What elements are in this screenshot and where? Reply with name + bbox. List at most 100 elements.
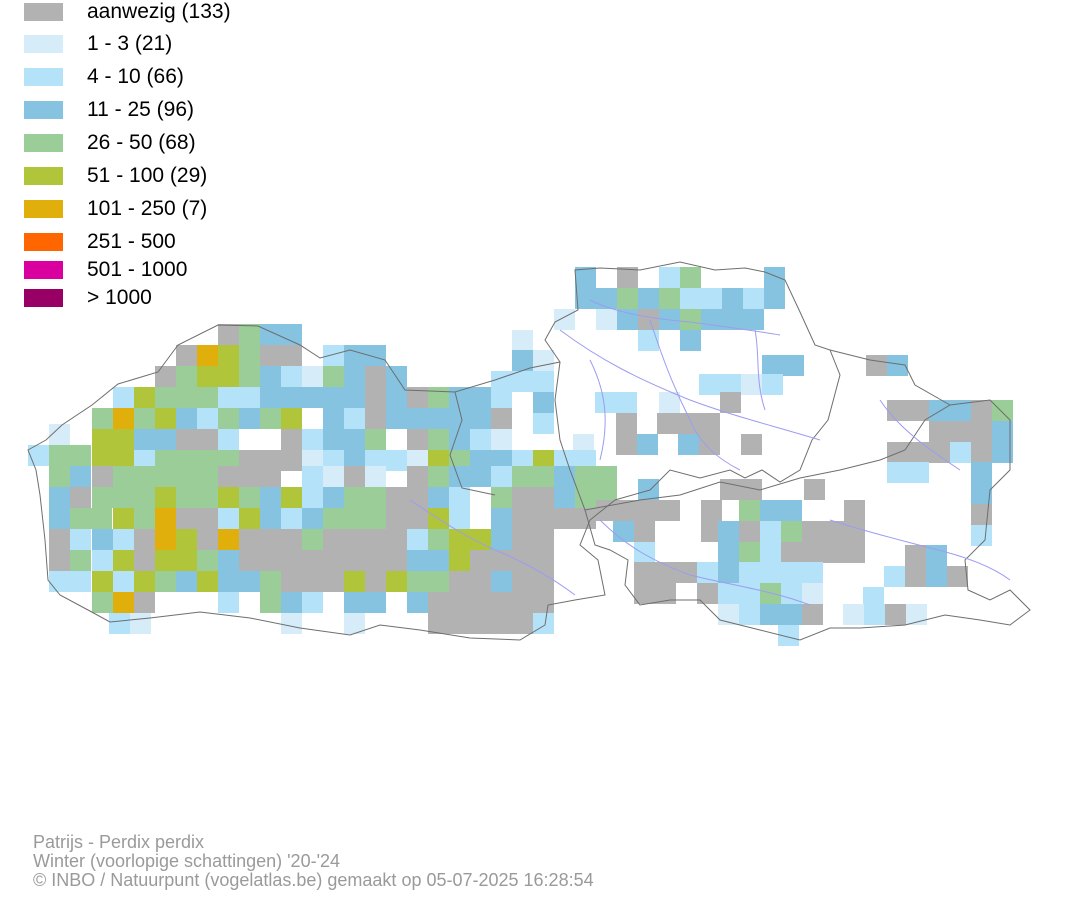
grid-cell	[407, 529, 428, 550]
river-8	[409, 499, 576, 596]
grid-cell	[533, 392, 554, 413]
grid-cell	[197, 550, 218, 571]
grid-cell	[802, 521, 823, 542]
grid-cell	[218, 508, 239, 529]
river-2	[589, 359, 606, 461]
region-outline-west	[27, 261, 841, 641]
grid-cell	[155, 387, 176, 408]
grid-cell	[281, 550, 302, 571]
river-7	[829, 519, 1011, 581]
grid-cell	[575, 267, 596, 288]
grid-cell	[428, 529, 449, 550]
grid-cell	[386, 387, 407, 408]
grid-cell	[70, 487, 91, 508]
grid-cell	[697, 562, 718, 583]
grid-cell	[678, 434, 699, 455]
grid-cell	[971, 483, 992, 504]
grid-cell	[781, 521, 802, 542]
grid-cell	[218, 429, 239, 450]
grid-cell	[239, 366, 260, 387]
grid-cell	[470, 550, 491, 571]
map-caption: Patrijs - Perdix perdix Winter (voorlopi…	[33, 833, 594, 890]
grid-cell	[197, 366, 218, 387]
grid-cell	[176, 450, 197, 471]
grid-cell	[680, 330, 701, 351]
grid-cell	[764, 267, 785, 288]
legend-swatch	[24, 35, 63, 53]
grid-cell	[407, 408, 428, 429]
grid-cell	[575, 508, 596, 529]
grid-cell	[512, 350, 533, 371]
grid-cell	[470, 592, 491, 613]
grid-cell	[365, 508, 386, 529]
grid-cell	[638, 330, 659, 351]
grid-cell	[699, 434, 720, 455]
grid-cell	[218, 450, 239, 471]
grid-cell	[659, 392, 680, 413]
grid-cell	[281, 592, 302, 613]
grid-cell	[49, 550, 70, 571]
grid-cell	[778, 625, 799, 646]
grid-cell	[718, 583, 739, 604]
grid-cell	[739, 583, 760, 604]
grid-cell	[155, 487, 176, 508]
grid-cell	[533, 466, 554, 487]
grid-cell	[176, 550, 197, 571]
grid-cell	[554, 309, 575, 330]
grid-cell	[70, 529, 91, 550]
grid-cell	[281, 613, 302, 634]
grid-cell	[760, 542, 781, 563]
grid-cell	[239, 508, 260, 529]
grid-cell	[596, 309, 617, 330]
grid-cell	[512, 571, 533, 592]
grid-cell	[906, 604, 927, 625]
grid-cell	[659, 288, 680, 309]
legend-item-over-1000: > 1000	[24, 286, 264, 310]
legend-label: 11 - 25 (96)	[87, 98, 194, 121]
grid-cell	[28, 445, 49, 466]
grid-cell	[260, 529, 281, 550]
grid-cell	[239, 550, 260, 571]
grid-cell	[575, 466, 596, 487]
grid-cell	[718, 521, 739, 542]
grid-cell	[701, 521, 722, 542]
grid-cell	[49, 445, 70, 466]
grid-cell	[655, 583, 676, 604]
grid-cell	[512, 330, 533, 351]
season-label: Winter (voorlopige schattingen) '20-'24	[33, 851, 341, 871]
grid-cell	[617, 267, 638, 288]
grid-cell	[613, 521, 634, 542]
grid-cell	[92, 429, 113, 450]
grid-cell	[512, 487, 533, 508]
grid-cell	[281, 345, 302, 366]
grid-cell	[929, 400, 950, 421]
grid-cell	[864, 604, 885, 625]
grid-cell	[302, 466, 323, 487]
grid-cell	[638, 479, 659, 500]
grid-cell	[176, 466, 197, 487]
grid-cell	[491, 392, 512, 413]
grid-cell	[512, 529, 533, 550]
grid-cell	[260, 592, 281, 613]
grid-cell	[512, 613, 533, 634]
grid-cell	[134, 550, 155, 571]
grid-cell	[573, 434, 594, 455]
grid-cell	[407, 550, 428, 571]
grid-cell	[905, 566, 926, 587]
grid-cell	[634, 583, 655, 604]
grid-cell	[197, 571, 218, 592]
grid-cell	[113, 387, 134, 408]
grid-cell	[365, 571, 386, 592]
grid-cell	[70, 445, 91, 466]
grid-cell	[762, 374, 783, 395]
grid-cell	[596, 466, 617, 487]
grid-cell	[92, 571, 113, 592]
legend-swatch	[24, 261, 63, 279]
legend-label: 51 - 100 (29)	[87, 164, 208, 187]
grid-cell	[449, 487, 470, 508]
grid-cell	[155, 529, 176, 550]
legend-swatch	[24, 289, 63, 307]
grid-cell	[218, 466, 239, 487]
grid-cell	[885, 604, 906, 625]
grid-cell	[908, 442, 929, 463]
